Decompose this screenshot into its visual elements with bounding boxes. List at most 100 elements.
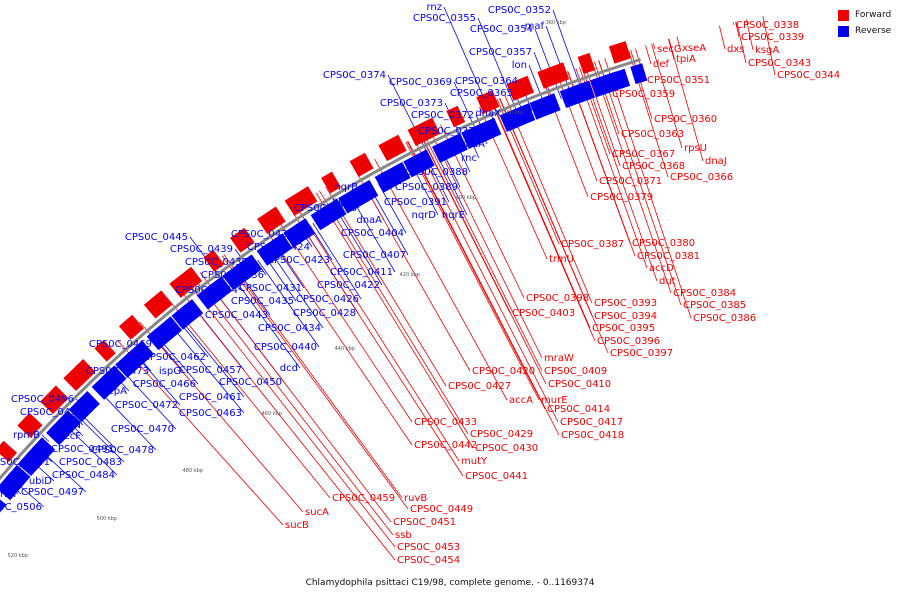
reverse-gene-label: nqrB bbox=[334, 182, 358, 193]
reverse-gene-label: CPS0C_0463 bbox=[179, 408, 242, 419]
forward-gene-label: xseA bbox=[682, 43, 706, 54]
reverse-gene-label: CPS0C_0369 bbox=[389, 77, 452, 88]
reverse-gene-label: CPS0C_0496 bbox=[11, 394, 74, 405]
reverse-gene-label: nqrD bbox=[412, 210, 437, 221]
reverse-gene-label: CPS0C_0425 bbox=[231, 229, 294, 240]
reverse-gene-label: CPS0C_0450 bbox=[219, 377, 282, 388]
leader-line bbox=[733, 22, 734, 25]
forward-gene-label: CPS0C_0380 bbox=[632, 238, 695, 249]
reverse-gene-label: CPS0C_0407 bbox=[343, 250, 406, 261]
reverse-gene-label: CPS0C_0443 bbox=[205, 310, 268, 321]
forward-gene-label: tpiA bbox=[676, 54, 696, 65]
forward-gene-label: CPS0C_0366 bbox=[670, 172, 733, 183]
forward-gene-label: mraW bbox=[544, 353, 574, 364]
forward-gene-label: CPS0C_0360 bbox=[654, 114, 717, 125]
leader-line bbox=[414, 138, 558, 422]
forward-gene-label: CPS0C_0414 bbox=[547, 404, 610, 415]
forward-gene-label: dxs bbox=[727, 44, 744, 55]
reverse-gene-label: CPS0C_0478 bbox=[91, 445, 154, 456]
reverse-gene-label: lepA bbox=[105, 386, 127, 397]
forward-gene-label: CPS0C_0396 bbox=[597, 336, 660, 347]
forward-gene-label: CPS0C_0410 bbox=[548, 379, 611, 390]
forward-gene-label: CPS0C_0395 bbox=[592, 323, 655, 334]
forward-gene-label: accD bbox=[649, 263, 674, 274]
leader-line bbox=[653, 43, 655, 49]
reverse-gene-label: nqrE bbox=[442, 210, 465, 221]
forward-gene-label: CPS0C_0368 bbox=[622, 161, 685, 172]
reverse-gene-label: CPS0C_0497 bbox=[21, 487, 84, 498]
forward-gene-label: ruvB bbox=[404, 493, 427, 504]
forward-gene-label: CPS0C_0433 bbox=[414, 417, 477, 428]
forward-swatch bbox=[838, 10, 849, 21]
forward-gene-label: CPS0C_0420 bbox=[472, 366, 535, 377]
reverse-gene-label: CPS0C_0466 bbox=[133, 379, 196, 390]
forward-gene-label: CPS0C_0418 bbox=[561, 430, 624, 441]
reverse-gene-label: CPS0C_0364 bbox=[455, 76, 518, 87]
forward-gene-label: mutY bbox=[461, 456, 488, 467]
forward-gene-label: CPS0C_0351 bbox=[647, 75, 710, 86]
reverse-gene-label: CPS0C_0388 bbox=[405, 167, 468, 178]
genome-caption: Chlamydophila psittaci C19/98, complete … bbox=[0, 578, 900, 588]
reverse-gene-label: CPS0C_0445 bbox=[125, 232, 188, 243]
reverse-gene-label: CPS0C_0469 bbox=[89, 339, 152, 350]
reverse-gene-label: CPS0C_0434 bbox=[258, 323, 321, 334]
forward-gene-label: CPS0C_0387 bbox=[561, 239, 624, 250]
forward-gene-label: CPS0C_0427 bbox=[448, 381, 511, 392]
tick-label: 480 kbp bbox=[183, 468, 203, 474]
reverse-feature bbox=[630, 63, 647, 84]
leader-line bbox=[406, 142, 539, 400]
forward-gene-label: CPS0C_0454 bbox=[397, 555, 460, 566]
tick-label: 380 kbp bbox=[504, 110, 524, 116]
forward-gene-label: CPS0C_0367 bbox=[612, 149, 675, 160]
forward-gene-label: CPS0C_0398 bbox=[526, 293, 589, 304]
reverse-gene-label: rpmB bbox=[13, 430, 40, 441]
forward-gene-label: def bbox=[653, 59, 670, 70]
forward-gene-label: CPS0C_0449 bbox=[410, 504, 473, 515]
reverse-gene-label: CPS0C_0424 bbox=[247, 242, 310, 253]
reverse-gene-label: CPS0C_0355 bbox=[413, 13, 476, 24]
reverse-gene-label: CPS0C_0439 bbox=[170, 244, 233, 255]
reverse-gene-label: CPS0C_0483 bbox=[59, 457, 122, 468]
reverse-gene-label: CPS0C_0440 bbox=[254, 342, 317, 353]
forward-feature bbox=[609, 41, 631, 64]
reverse-gene-label: ubiD bbox=[29, 476, 52, 487]
reverse-gene-label: CPS0C_0484 bbox=[52, 470, 115, 481]
forward-gene-label: CPS0C_0430 bbox=[475, 443, 538, 454]
tick-label: 500 kbp bbox=[97, 516, 117, 522]
leader-line bbox=[719, 26, 725, 49]
forward-gene-label: CPS0C_0451 bbox=[393, 517, 456, 528]
reverse-gene-label: CPS0C_0354 bbox=[470, 24, 533, 35]
reverse-gene-label: CPS0C_0372 bbox=[411, 110, 474, 121]
reverse-gene-label: ribF bbox=[0, 489, 19, 500]
reverse-gene-label: CPS0C_0501 bbox=[0, 457, 50, 468]
reverse-gene-label: CPS0C_0506 bbox=[0, 502, 42, 513]
reverse-gene-label: CPS0C_0365 bbox=[450, 88, 513, 99]
reverse-swatch bbox=[838, 26, 849, 37]
tick-label: 400 kbp bbox=[456, 195, 476, 201]
reverse-gene-label: CPS0C_0470 bbox=[111, 424, 174, 435]
reverse-gene-label: CPS0C_0435 bbox=[231, 296, 294, 307]
tick-label: 360 kbp bbox=[546, 20, 566, 26]
forward-gene-label: CPS0C_0363 bbox=[621, 129, 684, 140]
forward-gene-label: CPS0C_0379 bbox=[590, 192, 653, 203]
forward-gene-label: rpsU bbox=[684, 143, 707, 154]
reverse-gene-label: CPS0C_0375 bbox=[418, 126, 481, 137]
forward-gene-label: CPS0C_0394 bbox=[594, 311, 657, 322]
reverse-gene-label: CPS0C_0461 bbox=[179, 392, 242, 403]
reverse-gene-label: CPS0C_0352 bbox=[488, 5, 551, 16]
reverse-gene-label: lon bbox=[512, 60, 527, 71]
reverse-gene-label: CPS0C_0357 bbox=[469, 47, 532, 58]
reverse-gene-label: CPS0C_0426 bbox=[296, 294, 359, 305]
reverse-gene-label: rnz bbox=[426, 2, 442, 13]
reverse-gene-label: CPS0C_0437 bbox=[185, 257, 248, 268]
reverse-gene-label: CPS0C_0391 bbox=[384, 197, 447, 208]
forward-gene-label: CPS0C_0403 bbox=[512, 308, 575, 319]
forward-gene-label: CPS0C_0385 bbox=[683, 300, 746, 311]
reverse-gene-label: recF bbox=[60, 431, 82, 442]
forward-gene-label: CPS0C_0442 bbox=[414, 440, 477, 451]
forward-gene-label: CPS0C_0453 bbox=[397, 542, 460, 553]
leader-line bbox=[491, 102, 595, 342]
tick-label: 520 kbp bbox=[8, 553, 28, 559]
tick-label: 460 kbp bbox=[262, 411, 282, 417]
forward-gene-label: CPS0C_0429 bbox=[470, 429, 533, 440]
